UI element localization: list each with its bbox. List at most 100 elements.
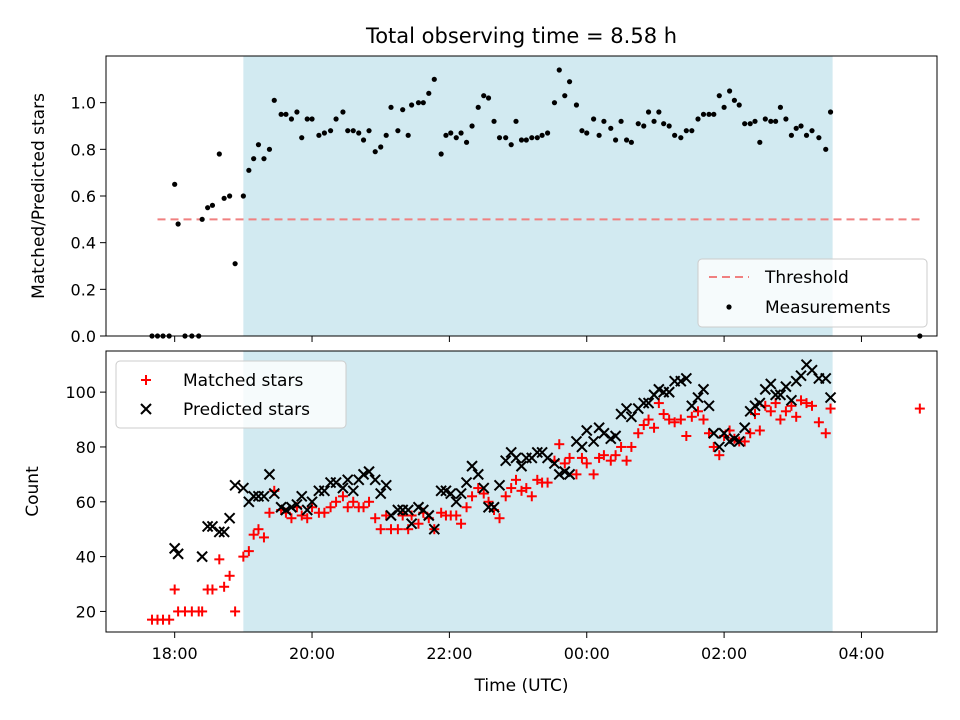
predicted-star-point <box>435 485 447 497</box>
predicted-star-point <box>196 550 208 563</box>
measurement-point <box>601 118 607 124</box>
matched-star-point <box>669 417 680 428</box>
matched-star-point <box>576 452 587 463</box>
matched-star-point <box>616 441 627 452</box>
predicted-star-point <box>587 435 600 448</box>
cross-b <box>697 383 710 396</box>
matched-star-point <box>494 513 505 524</box>
measurement-point <box>731 97 738 103</box>
predicted-star-point <box>581 424 593 437</box>
matched-star-point <box>164 614 175 625</box>
cross-b <box>375 487 387 500</box>
measurement-point <box>431 76 437 82</box>
x-tick-label: 00:00 <box>564 644 610 663</box>
cross-b <box>369 474 381 486</box>
predicted-star-point <box>531 446 544 459</box>
measurement-points <box>149 67 923 339</box>
matched-star-point <box>392 524 403 535</box>
cross-b <box>680 372 693 385</box>
cross-b <box>708 427 720 439</box>
measurement-point <box>628 139 634 145</box>
cross-b <box>347 485 359 497</box>
measurement-point <box>651 118 657 124</box>
cross-b <box>206 520 219 533</box>
predicted-star-point <box>213 526 226 538</box>
matched-star-point <box>342 502 353 513</box>
cross-b <box>357 468 370 481</box>
predicted-star-point <box>455 487 467 500</box>
matched-star-point <box>473 483 484 494</box>
cross-b <box>285 501 298 513</box>
measurement-point <box>823 146 829 152</box>
measurement-point <box>443 132 449 138</box>
bottom-axes-frame <box>105 350 938 633</box>
cross-b <box>642 397 655 409</box>
cross-b <box>576 441 588 453</box>
measurement-point <box>383 132 389 138</box>
cross-b <box>405 518 418 530</box>
matched-star-point <box>643 414 654 425</box>
cross-b <box>754 397 766 409</box>
cross-b <box>478 482 490 494</box>
predicted-star-point <box>402 504 414 516</box>
matched-star-point <box>796 395 807 406</box>
measurement-point <box>573 102 580 108</box>
measurement-point <box>321 130 327 136</box>
matched-star-point <box>675 414 686 425</box>
matched-star-point <box>358 502 369 513</box>
cross-b <box>663 386 675 398</box>
matched-star-point <box>605 455 616 466</box>
measurement-point <box>415 100 422 106</box>
cross-b <box>738 422 751 434</box>
matched-star-point <box>638 420 649 431</box>
cross-b <box>472 468 484 481</box>
cross-b <box>692 391 704 404</box>
matched-star-point <box>658 409 669 420</box>
predicted-star-point <box>820 372 832 385</box>
measurement-point <box>205 205 211 211</box>
matched-star-point <box>649 422 660 433</box>
matched-star-point <box>698 414 709 425</box>
cross-b <box>363 465 375 478</box>
measurement-point <box>816 135 822 141</box>
measurement-point <box>689 128 695 134</box>
predicted-star-point <box>357 468 370 481</box>
measurement-point <box>608 125 614 131</box>
cross-b <box>733 435 745 448</box>
bottom-legend: Matched stars Predicted stars <box>115 360 347 429</box>
cross-b <box>703 400 715 412</box>
predicted-star-point <box>263 468 276 481</box>
measurement-point <box>438 151 444 157</box>
cross-b <box>223 512 236 524</box>
legend-box <box>697 258 928 328</box>
cross-b <box>201 520 214 533</box>
measurement-point <box>762 116 768 122</box>
cross-b <box>435 485 447 497</box>
y-tick-label: 0.4 <box>71 234 96 253</box>
measurement-point <box>261 156 267 162</box>
predicted-star-point <box>296 490 308 503</box>
cross-b <box>380 479 392 492</box>
matched-star-point <box>588 469 599 480</box>
cross-b <box>392 504 404 516</box>
bottom-y-ticks: 20 40 60 80 100 <box>65 383 106 621</box>
cross-b <box>587 435 600 448</box>
matched-star-point <box>559 458 570 469</box>
matched-star-point <box>703 428 714 439</box>
measurement-point <box>316 132 322 138</box>
cross-b <box>769 389 782 401</box>
predicted-star-point <box>488 501 500 513</box>
cross-b <box>445 487 457 500</box>
ratio-panel: 0.0 0.2 0.4 0.6 0.8 1.0 Total observing time … <box>29 24 938 346</box>
predicted-star-point <box>697 383 710 396</box>
cross-b <box>330 476 342 489</box>
cross-b <box>412 501 425 513</box>
cross-b <box>515 460 528 472</box>
measurement-point <box>683 128 689 134</box>
predicted-star-point <box>363 465 375 478</box>
predicted-star-point <box>563 468 576 481</box>
measurement-point <box>458 130 464 136</box>
cross-b <box>638 397 650 409</box>
cross-b <box>172 548 184 560</box>
predicted-star-point <box>280 504 292 516</box>
